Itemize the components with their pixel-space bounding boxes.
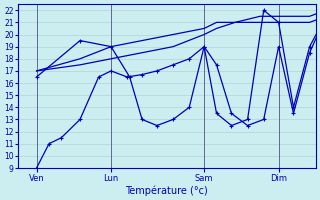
- X-axis label: Température (°c): Température (°c): [125, 185, 208, 196]
